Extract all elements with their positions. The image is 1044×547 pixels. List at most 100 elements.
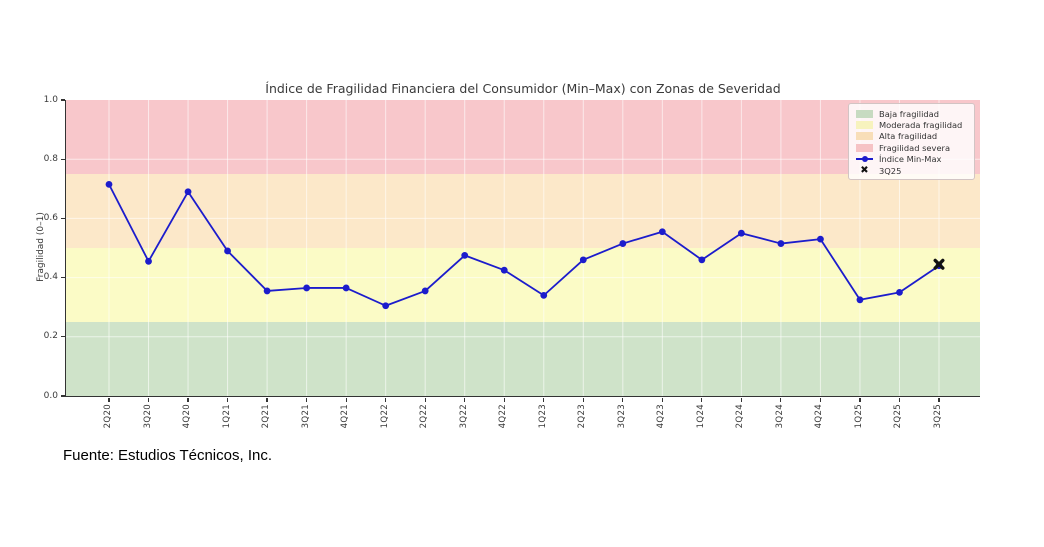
legend-row: ✖ 3Q25 (856, 165, 974, 176)
x-tick-mark (819, 397, 822, 402)
x-tick-mark (898, 397, 901, 402)
y-tick-mark (60, 277, 65, 279)
x-tick-mark (266, 397, 268, 402)
x-tick-mark (740, 397, 742, 402)
data-point-4Q20 (184, 188, 192, 196)
legend-row: Baja fragilidad (856, 108, 974, 119)
y-axis-spine (65, 100, 67, 396)
x-tick-label-3Q24: 3Q24 (774, 404, 785, 429)
y-tick-mark (60, 336, 65, 338)
x-tick-mark (543, 397, 545, 402)
x-tick-label-3Q21: 3Q21 (300, 404, 311, 429)
y-tick-label: 0.2 (43, 331, 58, 342)
chart-canvas (66, 100, 980, 396)
x-tick-mark (622, 397, 624, 402)
data-point-3Q23 (619, 240, 627, 247)
y-axis-label: Fragilidad (0–1) (36, 212, 46, 282)
legend-label: 3Q25 (879, 165, 902, 176)
data-point-1Q21 (224, 247, 231, 255)
x-tick-label-2Q25: 2Q25 (893, 404, 904, 429)
x-tick-mark (503, 397, 505, 402)
data-point-2Q24 (737, 229, 745, 237)
data-point-4Q22 (500, 266, 508, 274)
zone-band-alta-fragilidad (66, 174, 980, 248)
x-tick-label-4Q20: 4Q20 (182, 404, 193, 429)
legend-row: Fragilidad severa (856, 142, 974, 153)
legend-label: Índice Min-Max (879, 154, 942, 165)
highlight-x-marker-3q25 (933, 258, 945, 270)
x-tick-mark (859, 397, 861, 402)
line-series (108, 183, 940, 307)
x-tick-mark (582, 397, 584, 402)
legend-swatch-patch (856, 121, 873, 130)
x-tick-label-3Q22: 3Q22 (458, 404, 469, 429)
x-tick-label-1Q23: 1Q23 (537, 404, 548, 429)
y-tick-label: 0.0 (43, 390, 58, 401)
data-point-3Q24 (777, 240, 785, 247)
x-tick-label-3Q20: 3Q20 (142, 404, 153, 429)
x-tick-label-2Q22: 2Q22 (419, 404, 430, 429)
y-tick-label: 0.8 (43, 153, 58, 164)
x-tick-mark (780, 397, 782, 402)
data-point-1Q25 (856, 296, 864, 304)
data-point-1Q23 (540, 291, 548, 299)
x-tick-label-4Q24: 4Q24 (814, 404, 825, 429)
y-tick-mark (60, 99, 65, 101)
x-tick-mark (147, 397, 150, 402)
legend-label: Baja fragilidad (879, 108, 940, 119)
x-tick-mark (108, 397, 110, 402)
chart-legend: Baja fragilidad Moderada fragilidad Alta f… (848, 103, 975, 181)
data-point-2Q21 (263, 287, 271, 295)
x-tick-label-1Q24: 1Q24 (695, 404, 706, 429)
legend-line-marker-icon (856, 155, 873, 163)
zone-band-baja-fragilidad (66, 322, 980, 396)
x-tick-mark (226, 397, 229, 402)
x-tick-mark (187, 397, 189, 402)
x-tick-label-3Q25: 3Q25 (933, 404, 943, 429)
plot-area: 0.0 0.2 0.4 0.6 0.8 1.0 2Q20 3Q20 4Q20 1Q21 2Q21 3… (44, 95, 980, 428)
data-point-2Q22 (421, 287, 429, 295)
legend-row: Moderada fragilidad (856, 119, 974, 130)
legend-swatch-patch (856, 109, 873, 118)
data-point-4Q23 (658, 228, 666, 236)
x-tick-mark (701, 397, 703, 402)
legend-dot (861, 156, 868, 163)
y-tick-label: 1.0 (43, 94, 58, 105)
legend-swatch-patch (856, 143, 873, 152)
data-point-4Q24 (817, 235, 824, 243)
x-tick-label-4Q22: 4Q22 (498, 404, 509, 429)
data-point-1Q24 (698, 256, 706, 264)
x-tick-label-3Q23: 3Q23 (616, 404, 627, 429)
y-tick-mark (60, 158, 65, 160)
legend-row: Alta fragilidad (856, 131, 974, 142)
data-point-1Q22 (382, 302, 390, 310)
source-note: Fuente: Estudios Técnicos, Inc. (63, 447, 272, 464)
data-point-4Q21 (342, 284, 350, 292)
legend-x-marker-icon: ✖ (860, 164, 869, 176)
x-tick-mark (464, 397, 466, 402)
data-point-3Q20 (145, 257, 152, 265)
zone-band-moderada-fragilidad (66, 248, 980, 322)
x-tick-mark (938, 397, 940, 402)
x-tick-label-2Q20: 2Q20 (103, 404, 113, 429)
x-tick-label-4Q23: 4Q23 (656, 404, 667, 429)
legend-swatch-patch (856, 132, 873, 141)
data-point-3Q22 (461, 252, 469, 259)
data-point-2Q23 (579, 256, 587, 264)
zone-band-fragilidad-severa (66, 100, 980, 174)
x-tick-label-2Q21: 2Q21 (261, 404, 272, 429)
x-tick-mark (345, 397, 347, 402)
y-tick-mark (60, 395, 65, 397)
x-tick-label-1Q21: 1Q21 (221, 404, 232, 429)
legend-label: Fragilidad severa (879, 142, 951, 153)
y-tick-label: 0.6 (43, 212, 58, 223)
x-axis-spine (65, 396, 980, 398)
data-point-2Q20 (105, 180, 113, 188)
x-tick-mark (424, 397, 426, 402)
x-tick-label-4Q21: 4Q21 (340, 404, 351, 429)
x-tick-label-1Q25: 1Q25 (853, 404, 864, 429)
x-tick-label-2Q23: 2Q23 (577, 404, 588, 429)
x-tick-label-1Q22: 1Q22 (379, 404, 390, 429)
data-point-3Q21 (303, 284, 311, 292)
